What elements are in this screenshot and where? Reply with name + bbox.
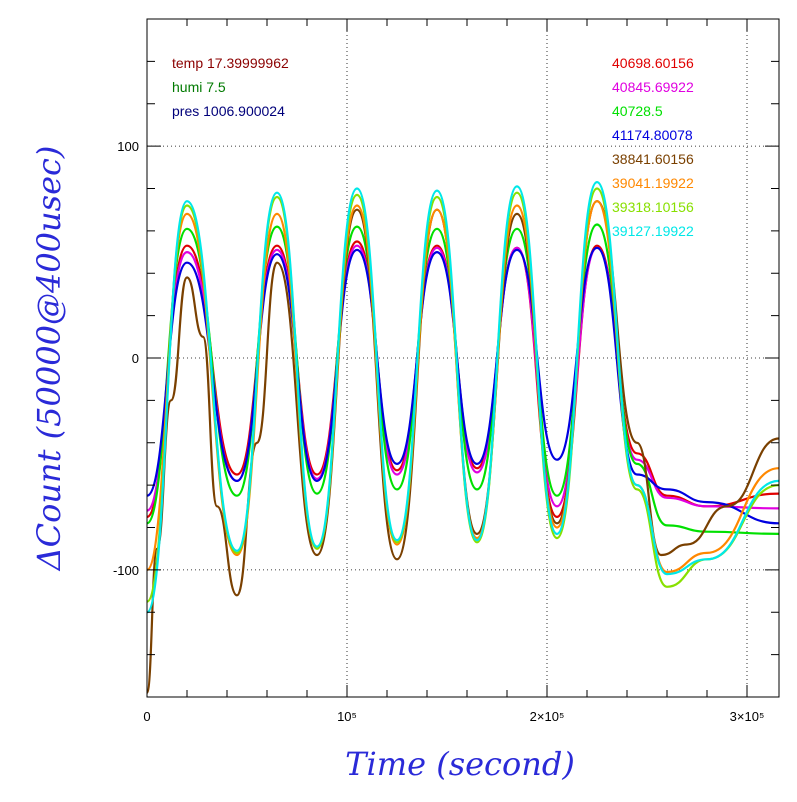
env-legend-entry: humi 7.5 xyxy=(172,79,226,95)
y-tick-label: 100 xyxy=(117,139,139,154)
series-legend-entry: 41174.80078 xyxy=(612,127,693,143)
env-legend-entry: pres 1006.900024 xyxy=(172,103,285,119)
series-legend-entry: 40728.5 xyxy=(612,103,663,119)
y-axis-title: ΔCount (50000@400usec) xyxy=(30,146,68,573)
series-legend-entry: 39318.10156 xyxy=(612,199,694,215)
x-tick-label: 10⁵ xyxy=(337,709,357,724)
series-line-6 xyxy=(147,200,779,574)
grid-lines xyxy=(147,19,779,697)
series-legend-entry: 39127.19922 xyxy=(612,223,694,239)
env-legend-entry: temp 17.39999962 xyxy=(172,55,289,71)
series-legend-entry: 38841.60156 xyxy=(612,151,694,167)
x-axis-title: Time (second) xyxy=(345,745,575,783)
series-legend: 40698.60156 40845.69922 40728.5 41174.80078… xyxy=(612,55,694,239)
series-legend-entry: 40698.60156 xyxy=(612,55,694,71)
series-line-3 xyxy=(147,223,779,535)
y-tick-label: 0 xyxy=(132,351,139,366)
series-legend-entry: 39041.19922 xyxy=(612,175,694,191)
env-legend: temp 17.39999962 humi 7.5 pres 1006.900024 xyxy=(172,55,289,119)
axis-ticks: 0 10⁵ 2×10⁵ 3×10⁵ 100 0 -100 xyxy=(113,19,779,724)
x-tick-label: 2×10⁵ xyxy=(530,709,565,724)
x-tick-label: 3×10⁵ xyxy=(730,709,765,724)
x-tick-label: 0 xyxy=(143,709,150,724)
series-line-8 xyxy=(147,180,779,614)
series-layer xyxy=(147,180,779,694)
series-line-4 xyxy=(147,246,779,525)
y-tick-label: -100 xyxy=(113,563,139,578)
series-legend-entry: 40845.69922 xyxy=(612,79,694,95)
